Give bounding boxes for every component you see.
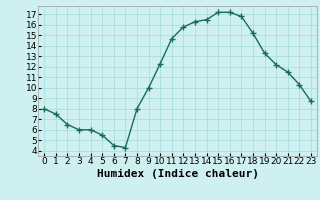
X-axis label: Humidex (Indice chaleur): Humidex (Indice chaleur)	[97, 169, 259, 179]
